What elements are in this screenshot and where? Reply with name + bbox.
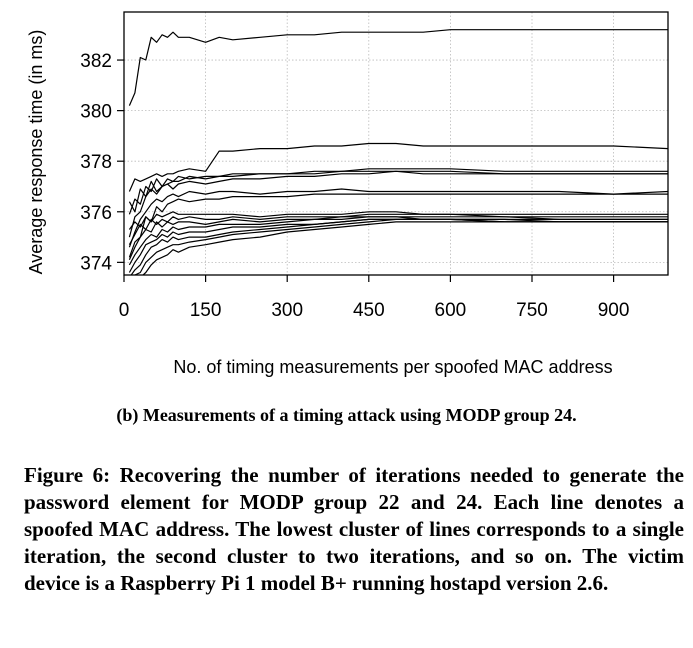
x-axis-label: No. of timing measurements per spoofed M… <box>173 357 612 377</box>
response-time-chart: 374 376 378 380 382 0 150 300 450 600 750 900 No. … <box>26 11 669 377</box>
plot-frame <box>123 11 669 276</box>
series-line <box>128 216 668 258</box>
series-line <box>128 193 668 261</box>
y-tick-label: 378 <box>80 152 112 173</box>
x-tick-label: 450 <box>353 300 385 321</box>
series-line <box>134 218 668 275</box>
x-tick-label: 300 <box>271 300 303 321</box>
series-line <box>128 142 668 192</box>
figure-caption: Figure 6: Recovering the number of itera… <box>24 463 684 595</box>
y-tick-label: 380 <box>80 102 112 123</box>
y-tick-label: 376 <box>80 203 112 224</box>
x-axis: 0 150 300 450 600 750 900 <box>119 275 630 321</box>
y-axis: 374 376 378 380 382 <box>80 51 124 274</box>
x-tick-label: 750 <box>516 300 548 321</box>
x-tick-label: 150 <box>190 300 222 321</box>
series-line <box>130 218 668 275</box>
series-line <box>128 213 668 245</box>
y-axis-label: Average response time (in ms) <box>26 30 46 275</box>
series-line <box>128 170 668 238</box>
series-line <box>128 29 668 106</box>
series-line <box>142 221 668 275</box>
x-tick-label: 600 <box>435 300 467 321</box>
x-tick-label: 0 <box>119 300 130 321</box>
series-line <box>128 218 668 273</box>
series-line <box>128 168 668 213</box>
subfigure-caption: (b) Measurements of a timing attack usin… <box>116 405 577 425</box>
x-tick-label: 900 <box>598 300 630 321</box>
series-lines <box>128 29 668 275</box>
y-tick-label: 374 <box>80 253 112 274</box>
series-line <box>128 188 668 248</box>
y-tick-label: 382 <box>80 51 112 72</box>
